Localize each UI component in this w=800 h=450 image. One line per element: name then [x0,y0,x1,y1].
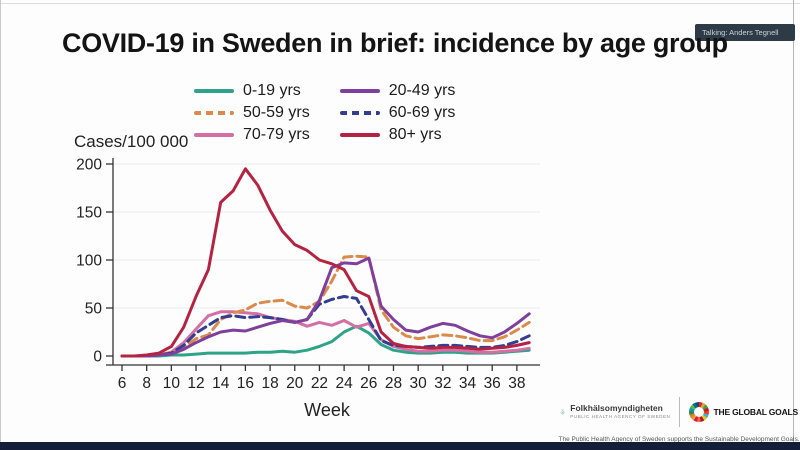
series-line-60-69-yrs [120,295,531,358]
legend: 0-19 yrs 20-49 yrs 50-59 yrs 60-69 yrs 70-79… [194,82,455,144]
agency-logo [560,409,565,415]
legend-item-80+-yrs: 80+ yrs [339,126,456,144]
legend-item-20-49-yrs: 20-49 yrs [339,82,456,100]
incidence-line-chart: 0 50 100 150 200 6 8 10 12 14 16 18 20 22 24 26 28 30 32 34… [76,157,540,420]
agency-subtitle: PUBLIC HEALTH AGENCY OF SWEDEN [570,414,671,420]
slide-left-border [0,0,1,443]
legend-label: 0-19 yrs [243,82,301,99]
talking-badge: Talking: Anders Tegnell [695,24,795,41]
legend-swatch [194,111,234,115]
chart: 0 50 100 150 200 6 8 10 12 14 16 18 20 22 24 26 28 30 32 34… [55,140,575,425]
crown-icon [561,409,564,411]
slide-right-border [793,0,794,443]
x-tick-label: 18 [261,375,278,392]
x-tick-label: 30 [410,375,428,392]
x-tick-label: 26 [360,375,377,392]
legend-swatch [194,133,234,137]
clover-icon [560,410,565,415]
x-tick-label: 28 [385,375,402,392]
y-tick-label: 150 [76,205,102,222]
slide-footer: Folkhälsomyndigheten PUBLIC HEALTH AGENC… [558,391,800,443]
y-tick-label: 0 [93,349,102,366]
legend-swatch [339,89,380,93]
x-tick-label: 32 [434,375,451,392]
legend-label: 50-59 yrs [243,104,310,121]
agency-name: Folkhälsomyndigheten [570,403,663,414]
series-line-70-79-yrs [120,310,531,358]
legend-swatch [339,111,380,115]
x-tick-label: 20 [286,375,304,392]
legend-item-60-69-yrs: 60-69 yrs [339,104,456,122]
y-tick-label: 200 [76,157,102,174]
x-tick-label: 38 [508,375,525,392]
x-tick-label: 24 [335,375,353,392]
legend-swatch [194,89,234,93]
x-tick-label: 22 [311,375,328,392]
x-tick-label: 34 [459,375,477,392]
bottom-bar [0,442,800,450]
legend-item-70-79-yrs: 70-79 yrs [194,126,310,144]
y-tick-label: 100 [76,253,102,270]
page-title: COVID-19 in Sweden in brief: incidence b… [62,28,728,58]
series-line-50-59-yrs [120,254,531,358]
x-tick-label: 10 [163,375,181,392]
legend-item-0-19-yrs: 0-19 yrs [194,82,310,100]
x-tick-label: 12 [187,375,204,392]
legend-item-50-59-yrs: 50-59 yrs [194,104,310,122]
x-axis-label: Week [304,400,351,420]
sdg-support-line: The Public Health Agency of Sweden suppo… [558,436,800,443]
legend-swatch [339,133,380,137]
x-tick-label: 14 [212,375,230,392]
series-line-80+-yrs [120,167,531,358]
series-line-20-49-yrs [120,256,531,358]
legend-label: 80+ yrs [388,126,442,143]
global-goals-wheel-icon [688,402,709,422]
x-tick-label: 8 [142,375,151,392]
x-tick-label: 36 [484,375,501,392]
x-tick-label: 6 [118,375,127,392]
legend-label: 70-79 yrs [243,126,310,143]
global-goals-label: THE GLOBAL GOALS [713,407,799,417]
x-tick-label: 16 [237,375,254,392]
y-axis-unit-label: Cases/100 000 [74,132,189,151]
legend-label: 60-69 yrs [388,104,456,121]
slide-top-border [0,3,800,4]
series-line-0-19-yrs [120,324,531,358]
legend-label: 20-49 yrs [388,82,456,99]
y-tick-label: 50 [85,301,103,318]
